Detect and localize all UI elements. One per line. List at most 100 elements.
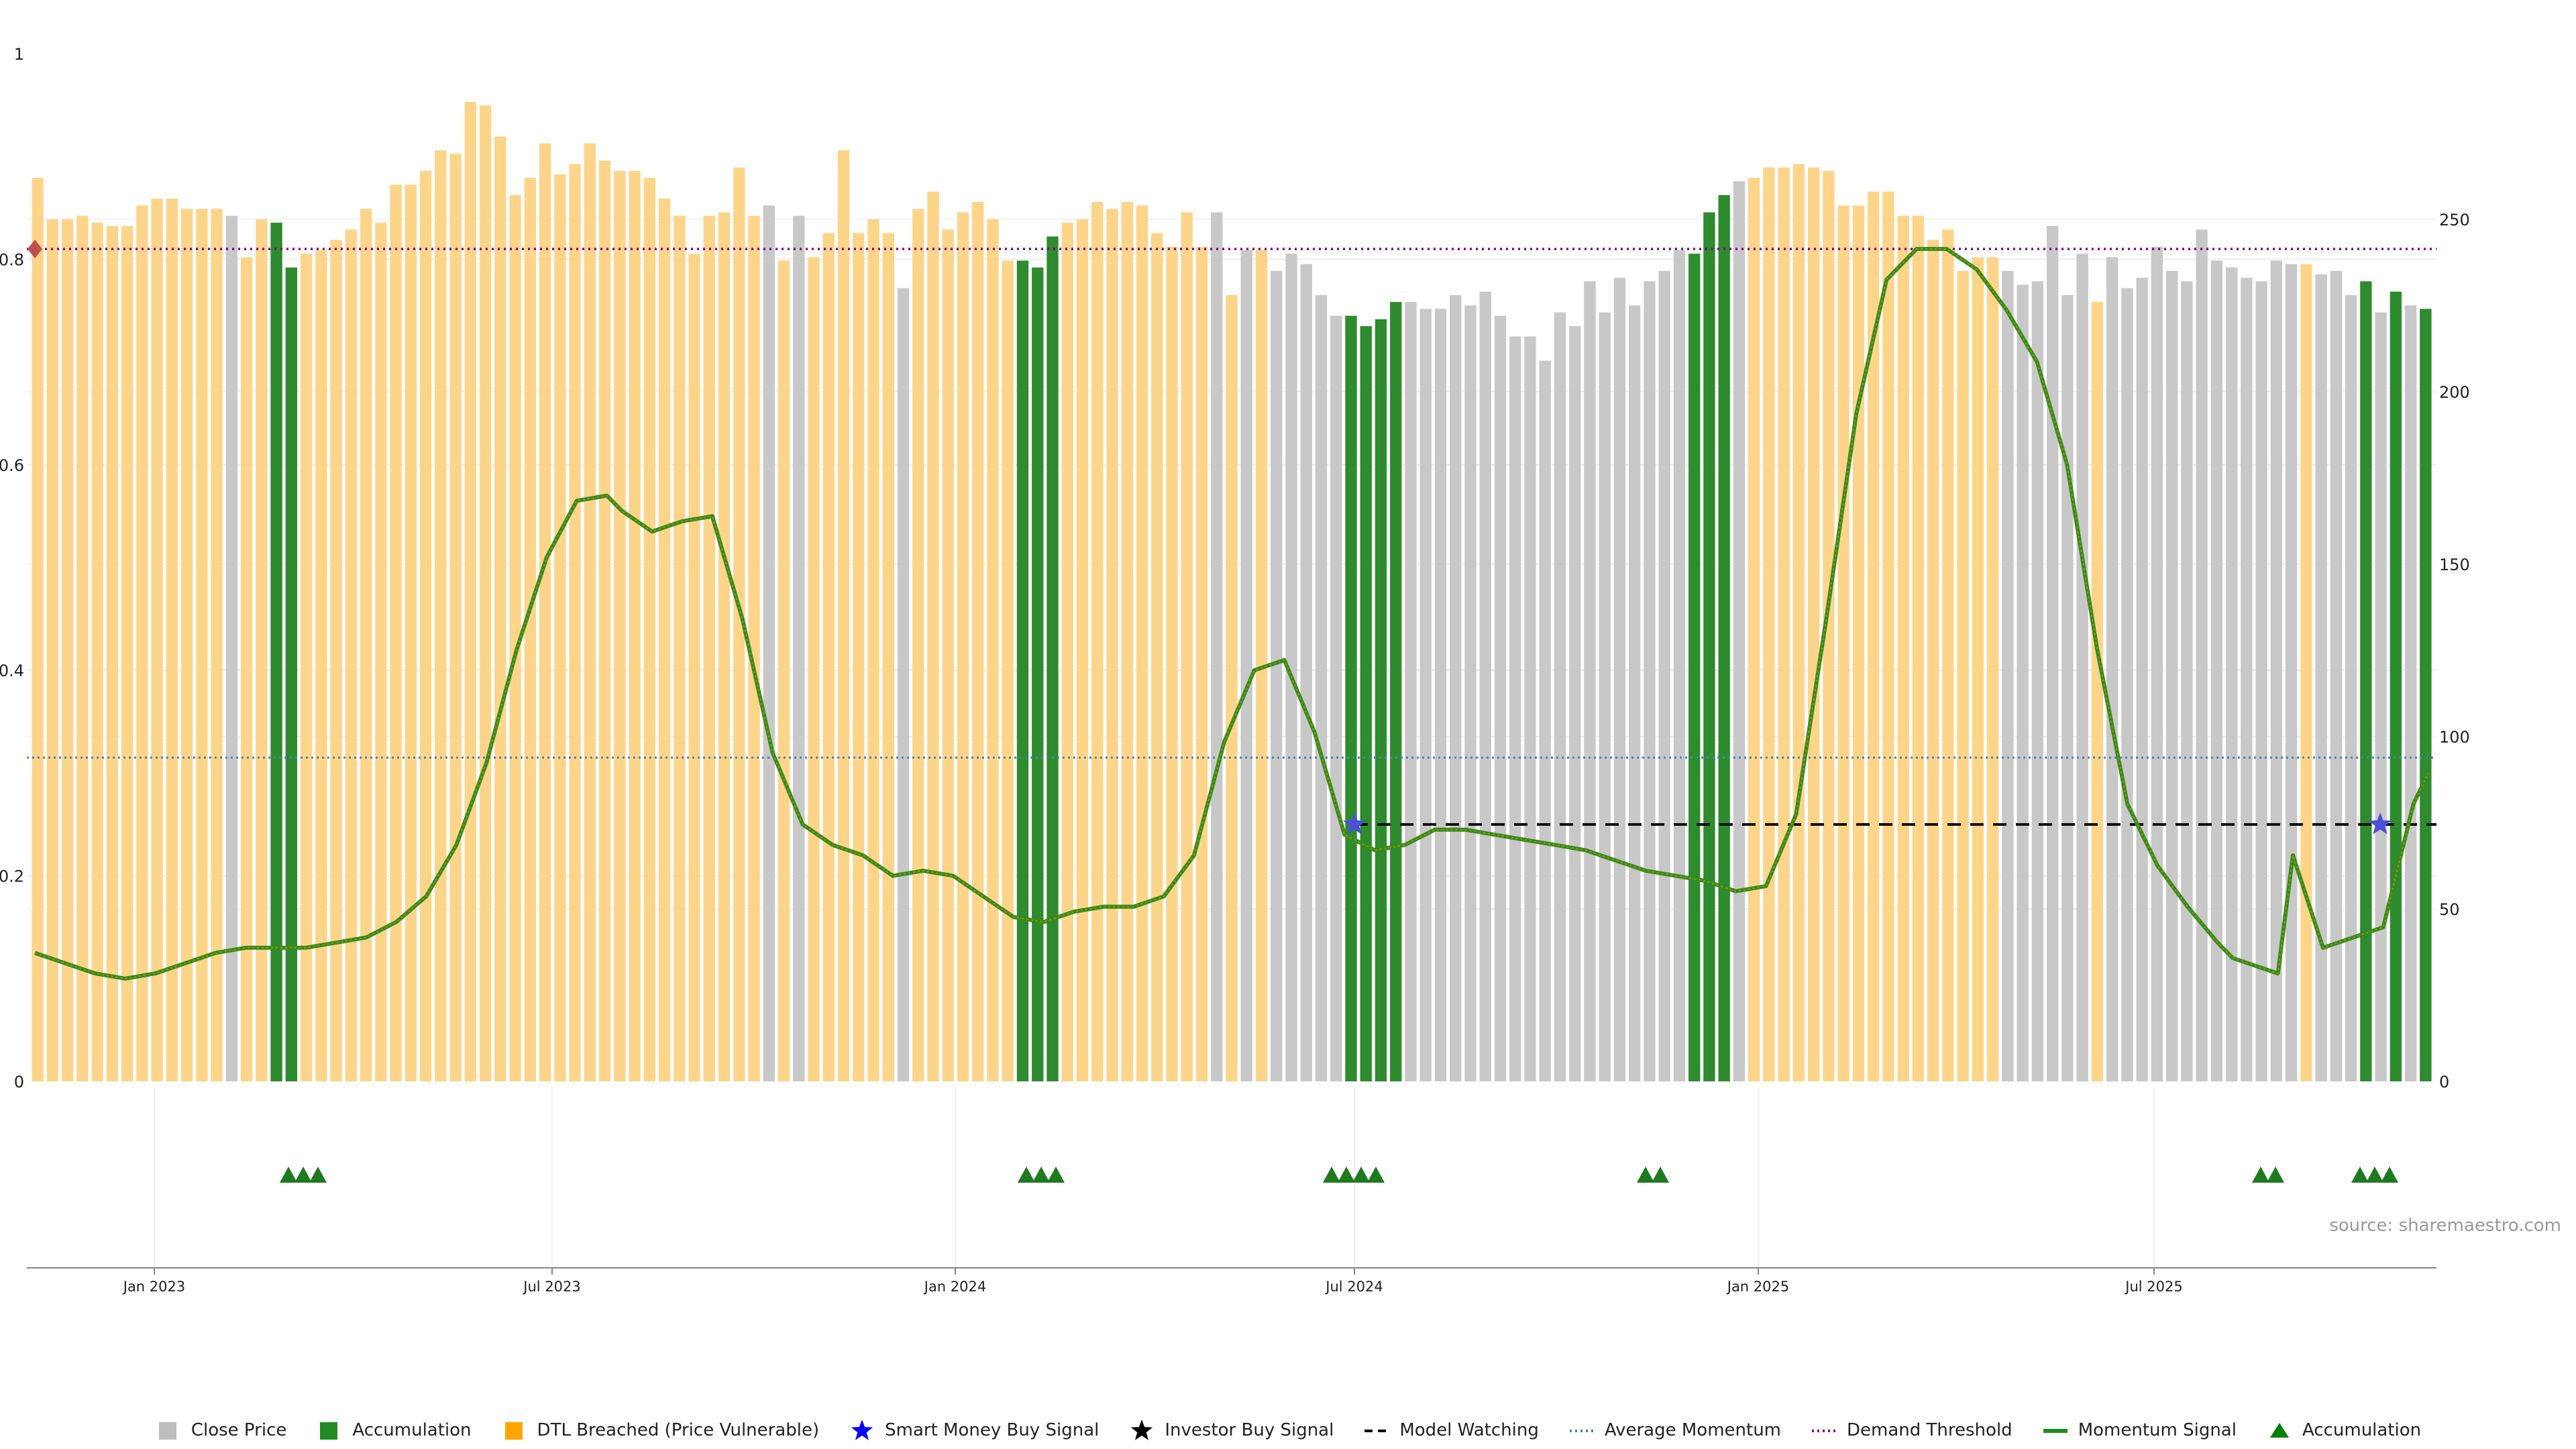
dotted-purple-line-icon: [1812, 1430, 1837, 1432]
price-bar: [1792, 164, 1805, 1082]
price-bar: [2121, 288, 2133, 1082]
price-bar: [285, 267, 298, 1081]
price-bar: [1837, 205, 1849, 1081]
price-bar: [2300, 264, 2312, 1082]
legend-label: Accumulation: [2302, 1420, 2422, 1440]
price-bar: [2136, 278, 2148, 1081]
price-bar: [853, 233, 865, 1081]
price-bar: [1032, 267, 1044, 1081]
price-bar: [240, 257, 253, 1081]
price-bar: [942, 229, 954, 1081]
legend-label: Demand Threshold: [1847, 1420, 2012, 1440]
legend-label: Smart Money Buy Signal: [885, 1420, 1099, 1440]
price-bar: [598, 160, 611, 1081]
price-bar: [2375, 312, 2387, 1082]
price-bar: [405, 184, 417, 1081]
accumulation-triangles: [280, 1167, 2398, 1183]
price-bar: [2106, 257, 2118, 1081]
legend-item: DTL Breached (Price Vulnerable): [501, 1420, 819, 1440]
accumulation-triangle: [1652, 1167, 1669, 1183]
accumulation-triangle: [1338, 1167, 1355, 1183]
accumulation-triangle: [280, 1167, 297, 1183]
left-axis-tick-label: 0.2: [0, 867, 24, 886]
price-bar: [688, 254, 700, 1081]
price-bar: [1450, 294, 1462, 1082]
price-bar: [106, 226, 119, 1081]
signal-markers: [28, 239, 2392, 835]
price-bar: [643, 178, 655, 1081]
price-bar: [1002, 260, 1014, 1081]
left-axis-tick-label: 0.8: [0, 250, 24, 269]
demand-marker-diamond: [28, 239, 42, 259]
price-bar: [1972, 257, 1984, 1081]
accumulation-triangle: [1367, 1167, 1385, 1183]
price-bar: [1360, 326, 1372, 1081]
legend-item: Accumulation: [316, 1420, 472, 1440]
right-axis-tick-label: 150: [2439, 555, 2470, 574]
price-bar: [1509, 336, 1521, 1082]
price-bar: [674, 215, 686, 1082]
price-bar: [1673, 250, 1686, 1081]
price-bar: [2285, 264, 2298, 1082]
price-bar: [1897, 215, 1909, 1082]
price-bar: [1226, 294, 1238, 1082]
price-bar: [1271, 270, 1283, 1082]
price-bar: [375, 222, 387, 1082]
legend-item: Investor Buy Signal: [1128, 1420, 1334, 1440]
price-bar: [61, 219, 74, 1081]
accumulation-triangle: [1018, 1167, 1035, 1183]
legend-label: Investor Buy Signal: [1165, 1420, 1334, 1440]
price-bar: [2076, 254, 2088, 1081]
price-bar: [76, 215, 89, 1082]
price-bar: [151, 198, 163, 1082]
price-bar: [509, 195, 521, 1081]
price-bar: [2404, 305, 2417, 1082]
price-bar: [822, 233, 835, 1081]
x-axis-tick-label: Jan 2023: [122, 1279, 186, 1295]
price-bar: [733, 167, 745, 1081]
price-bar: [1016, 260, 1029, 1081]
accumulation-triangle: [1047, 1167, 1065, 1183]
price-bar: [1121, 202, 1133, 1081]
left-axis-tick-label: 0.6: [0, 456, 24, 475]
price-bar: [1629, 305, 1641, 1082]
price-bar: [1778, 167, 1790, 1081]
legend-item: Momentum Signal: [2042, 1420, 2237, 1440]
accumulation-triangle: [1032, 1167, 1050, 1183]
price-bar: [2390, 291, 2402, 1081]
price-bar: [569, 164, 581, 1082]
price-bar: [1106, 209, 1118, 1081]
price-bar: [1927, 239, 1939, 1082]
legend: Close Price Accumulation DTL Breached (Pri…: [0, 1415, 2576, 1445]
price-bar: [449, 154, 462, 1081]
price-bar: [718, 212, 731, 1082]
price-bar: [2061, 294, 2074, 1082]
x-axis-tick-label: Jul 2023: [522, 1279, 580, 1295]
smart-money-buy-star: [1342, 812, 1366, 835]
price-bar: [464, 101, 477, 1082]
x-axis-tick-label: Jan 2024: [923, 1279, 987, 1295]
green-line-icon: [2043, 1429, 2068, 1433]
accumulation-triangle: [1323, 1167, 1340, 1183]
price-bar: [1211, 212, 1223, 1082]
price-bar: [225, 215, 238, 1082]
price-bar: [584, 143, 596, 1081]
price-bar: [435, 150, 447, 1082]
right-axis-tick-label: 100: [2439, 728, 2470, 747]
price-bar: [987, 219, 999, 1081]
price-bar: [1763, 167, 1775, 1081]
price-bar: [524, 178, 536, 1081]
price-bar: [1599, 312, 1611, 1082]
price-bar: [121, 226, 133, 1081]
right-axis-tick-label: 50: [2439, 900, 2460, 919]
price-bar: [1613, 278, 1626, 1081]
legend-item: Close Price: [155, 1420, 286, 1440]
price-bar: [2225, 267, 2238, 1081]
price-bar: [1479, 291, 1491, 1081]
price-bar: [837, 150, 850, 1082]
left-axis-tick-label: 0.4: [0, 661, 24, 680]
price-bar: [2046, 226, 2059, 1081]
price-bar: [793, 215, 805, 1082]
price-bar: [2270, 260, 2283, 1081]
price-bar: [166, 198, 178, 1082]
